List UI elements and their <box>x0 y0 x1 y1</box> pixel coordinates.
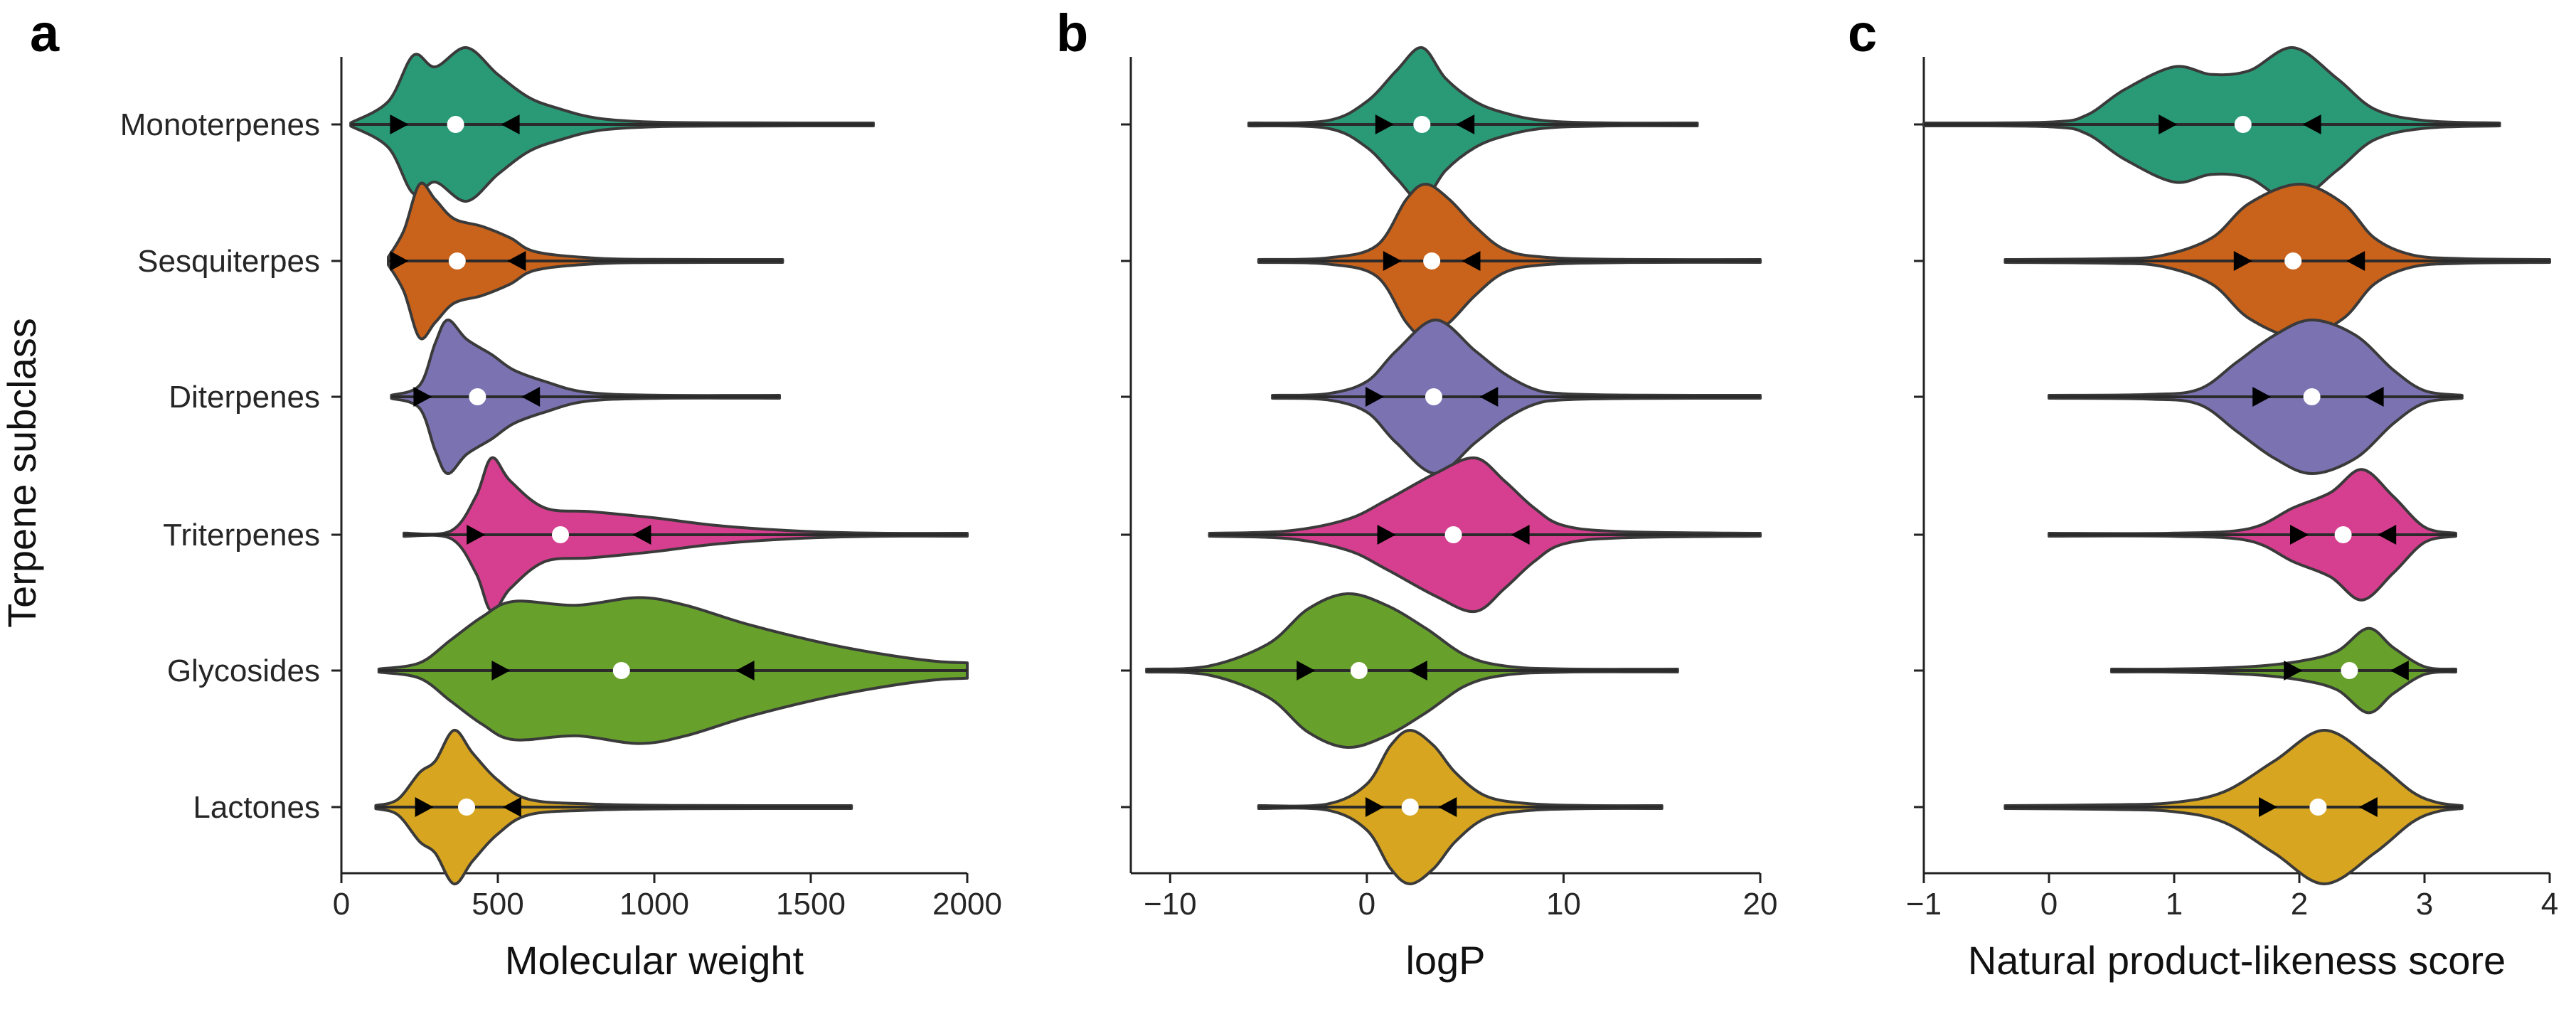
upper-marker-diterpenes <box>2365 387 2384 407</box>
x-tick-label: 10 <box>1546 887 1581 922</box>
category-label-lactones: Lactones <box>193 790 320 825</box>
x-axis-title: logP <box>1405 938 1485 983</box>
category-label-sesquiterpes: Sesquiterpes <box>137 244 320 279</box>
mean-dot-lactones <box>1401 799 1419 816</box>
mean-dot-lactones <box>2309 799 2327 816</box>
mean-dot-diterpenes <box>1425 388 1442 405</box>
mean-dot-sesquiterpes <box>448 252 466 269</box>
lower-marker-lactones <box>415 797 434 817</box>
upper-marker-triterpenes <box>632 525 651 545</box>
mean-dot-triterpenes <box>552 526 569 543</box>
mean-dot-monoterpenes <box>1413 116 1431 133</box>
mean-dot-monoterpenes <box>2234 116 2252 133</box>
x-tick-label: 3 <box>2416 887 2433 922</box>
upper-marker-sesquiterpes <box>1462 251 1481 271</box>
panel-letter-c: c <box>1848 4 1877 63</box>
x-tick-label: −10 <box>1144 887 1197 922</box>
lower-marker-glycosides <box>2284 661 2303 681</box>
x-tick-label: 1500 <box>776 887 846 922</box>
lower-marker-triterpenes <box>467 525 486 545</box>
category-label-triterpenes: Triterpenes <box>163 518 320 553</box>
lower-marker-lactones <box>2259 797 2277 817</box>
panel-a: a Monoterpenes Sesquiterpes Diterpenes Trite… <box>30 4 1002 983</box>
lower-marker-lactones <box>1365 797 1384 817</box>
category-label-diterpenes: Diterpenes <box>169 380 320 415</box>
lower-marker-monoterpenes <box>390 114 409 134</box>
upper-marker-monoterpenes <box>1456 114 1475 134</box>
lower-marker-diterpenes <box>413 387 432 407</box>
mean-dot-glycosides <box>612 662 630 679</box>
lower-marker-monoterpenes <box>2159 114 2178 134</box>
upper-marker-diterpenes <box>1479 387 1499 407</box>
x-tick-label: 2 <box>2291 887 2308 922</box>
x-tick-label: 2000 <box>932 887 1002 922</box>
upper-marker-glycosides <box>2390 661 2409 681</box>
upper-marker-lactones <box>2358 797 2378 817</box>
x-tick-label: 4 <box>2541 887 2558 922</box>
x-tick-label: 1000 <box>619 887 689 922</box>
mean-dot-triterpenes <box>2334 526 2352 543</box>
shared-y-axis-title: Terpene subclass <box>0 318 44 628</box>
mean-dot-triterpenes <box>1444 526 1462 543</box>
mean-dot-sesquiterpes <box>1423 252 1441 269</box>
lower-marker-sesquiterpes <box>2233 251 2252 271</box>
upper-marker-triterpenes <box>2378 525 2397 545</box>
upper-marker-sesquiterpes <box>2346 251 2365 271</box>
x-tick-label: 0 <box>1358 887 1375 922</box>
upper-marker-glycosides <box>1408 661 1427 681</box>
lower-marker-triterpenes <box>2290 525 2309 545</box>
x-tick-label: 500 <box>472 887 523 922</box>
x-tick-label: 0 <box>333 887 350 922</box>
lower-marker-diterpenes <box>1365 387 1384 407</box>
x-tick-label: 20 <box>1743 887 1778 922</box>
lower-marker-sesquiterpes <box>390 251 409 271</box>
upper-marker-monoterpenes <box>2302 114 2321 134</box>
panel-c: c −1 0 1 2 3 4 Natural product-likeness score <box>1848 4 2558 983</box>
x-tick-label: −1 <box>1906 887 1942 922</box>
panel-letter-b: b <box>1056 4 1088 63</box>
upper-marker-monoterpenes <box>501 114 520 134</box>
lower-marker-diterpenes <box>2252 387 2272 407</box>
x-tick-label: 0 <box>2040 887 2058 922</box>
panels: a Monoterpenes Sesquiterpes Diterpenes Trite… <box>30 4 2558 983</box>
panel-letter-a: a <box>30 4 60 63</box>
panel-b: b −10 0 10 20 logP <box>1056 4 1777 983</box>
lower-marker-glycosides <box>1297 661 1316 681</box>
category-label-monoterpenes: Monoterpenes <box>120 107 320 142</box>
mean-dot-glycosides <box>1350 662 1368 679</box>
lower-marker-monoterpenes <box>1375 114 1394 134</box>
upper-marker-lactones <box>1438 797 1457 817</box>
mean-dot-sesquiterpes <box>2284 252 2302 269</box>
upper-marker-triterpenes <box>1511 525 1530 545</box>
x-axis-title: Natural product-likeness score <box>1968 938 2506 983</box>
x-tick-label: 1 <box>2166 887 2183 922</box>
upper-marker-diterpenes <box>521 387 541 407</box>
upper-marker-lactones <box>502 797 521 817</box>
x-axis-title: Molecular weight <box>505 938 804 983</box>
mean-dot-lactones <box>458 799 475 816</box>
lower-marker-triterpenes <box>1377 525 1396 545</box>
upper-marker-sesquiterpes <box>507 251 526 271</box>
upper-marker-glycosides <box>735 661 755 681</box>
mean-dot-diterpenes <box>2303 388 2321 405</box>
lower-marker-sesquiterpes <box>1383 251 1402 271</box>
mean-dot-monoterpenes <box>447 116 464 133</box>
category-label-glycosides: Glycosides <box>167 653 320 688</box>
lower-marker-glycosides <box>491 661 511 681</box>
mean-dot-glycosides <box>2341 662 2358 679</box>
mean-dot-diterpenes <box>469 388 486 405</box>
